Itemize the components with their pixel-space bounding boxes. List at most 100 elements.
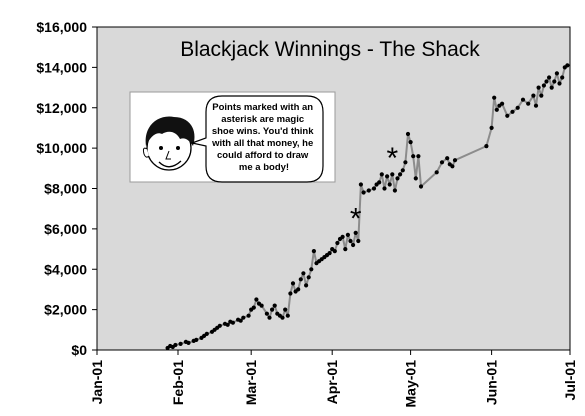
data-point [398, 172, 403, 177]
y-tick-label: $8,000 [44, 181, 87, 197]
data-point [445, 156, 450, 161]
data-point [327, 251, 332, 256]
data-point [387, 182, 392, 187]
chart-title: Blackjack Winnings - The Shack [180, 38, 480, 61]
data-point [348, 238, 353, 244]
data-point [267, 315, 272, 320]
asterisk-annotation: * [350, 203, 362, 236]
data-point [358, 182, 363, 187]
data-point [565, 63, 570, 68]
data-point [500, 101, 505, 106]
data-point [351, 242, 356, 248]
data-point [390, 172, 395, 177]
data-point [552, 79, 557, 84]
data-point [217, 323, 222, 328]
data-point [531, 93, 536, 98]
data-point [400, 168, 405, 173]
data-point [434, 170, 439, 175]
data-point [484, 144, 489, 149]
data-point [241, 315, 246, 320]
data-point [544, 79, 549, 84]
data-point [290, 281, 296, 286]
data-point [411, 154, 416, 159]
data-point [549, 85, 554, 90]
data-point [280, 315, 285, 320]
y-tick-label: $14,000 [36, 59, 87, 75]
data-point [272, 303, 277, 308]
y-tick-label: $4,000 [44, 261, 87, 277]
data-point [345, 232, 350, 237]
data-point [452, 158, 458, 163]
data-point [238, 318, 243, 323]
data-point [246, 313, 251, 318]
data-point [489, 125, 494, 130]
data-point [382, 186, 387, 191]
data-point [416, 154, 421, 159]
data-point [539, 93, 544, 98]
data-points [165, 63, 570, 351]
data-point [547, 75, 552, 80]
data-point [526, 101, 531, 106]
data-point [204, 331, 209, 336]
data-point [554, 71, 560, 76]
x-tick-label: Jan-01 [89, 360, 105, 405]
x-tick-label: Apr-01 [324, 360, 340, 405]
data-point [296, 287, 301, 292]
data-point [178, 341, 183, 346]
data-point [403, 160, 408, 165]
data-point [450, 164, 455, 169]
data-point [353, 230, 358, 235]
data-point [173, 342, 178, 348]
data-point [520, 97, 526, 102]
x-tick-label: Jul-01 [562, 360, 578, 401]
data-point [194, 337, 199, 342]
y-tick-label: $6,000 [44, 221, 87, 237]
x-axis: Jan-01 Feb-01 Mar-01 Apr-01 May-01 Jun-01 Jul-… [89, 350, 578, 407]
x-tick-label: Feb-01 [170, 360, 186, 405]
svg-text:Points marked with an as: Points marked with an asterisk are magic… [211, 102, 316, 173]
data-point [225, 322, 230, 327]
data-point [311, 249, 316, 254]
y-tick-label: $10,000 [36, 140, 87, 156]
data-point [408, 140, 413, 145]
data-point [309, 267, 314, 272]
data-point [379, 172, 384, 177]
note-line: Points marked with an [212, 102, 313, 113]
note-line: could afford to draw [217, 150, 309, 161]
note-line: shoe wins. You'd think [212, 126, 314, 137]
data-point [361, 190, 366, 195]
data-point [541, 83, 547, 88]
data-point [439, 160, 445, 165]
data-point [298, 277, 303, 282]
annotations: ** [350, 142, 399, 236]
y-tick-label: $16,000 [36, 19, 87, 35]
data-point [494, 107, 499, 112]
x-tick-label: May-01 [403, 360, 419, 408]
speech-bubble [189, 95, 324, 183]
data-point [264, 311, 269, 316]
data-point [340, 234, 345, 239]
note-line: asterisk are magic [221, 114, 304, 125]
data-point [366, 188, 371, 193]
x-tick-label: Mar-01 [243, 360, 259, 405]
data-point [377, 180, 382, 185]
data-point [392, 188, 397, 193]
data-point [259, 303, 264, 308]
data-point [536, 85, 541, 90]
data-point [395, 176, 400, 181]
asterisk-annotation: * [386, 142, 398, 175]
data-point [335, 240, 340, 246]
data-point [306, 275, 311, 280]
data-point [301, 271, 306, 276]
data-point [230, 320, 235, 325]
y-tick-label: $0 [71, 342, 87, 358]
y-tick-label: $12,000 [36, 100, 87, 116]
data-point [515, 105, 520, 110]
data-point [405, 131, 411, 137]
data-point [510, 109, 515, 114]
data-point [343, 247, 348, 252]
data-point [371, 186, 377, 191]
data-point [186, 340, 191, 345]
y-axis: $0 $2,000 $4,000 $6,000 $8,000 $10,000 $12,000… [36, 19, 97, 358]
